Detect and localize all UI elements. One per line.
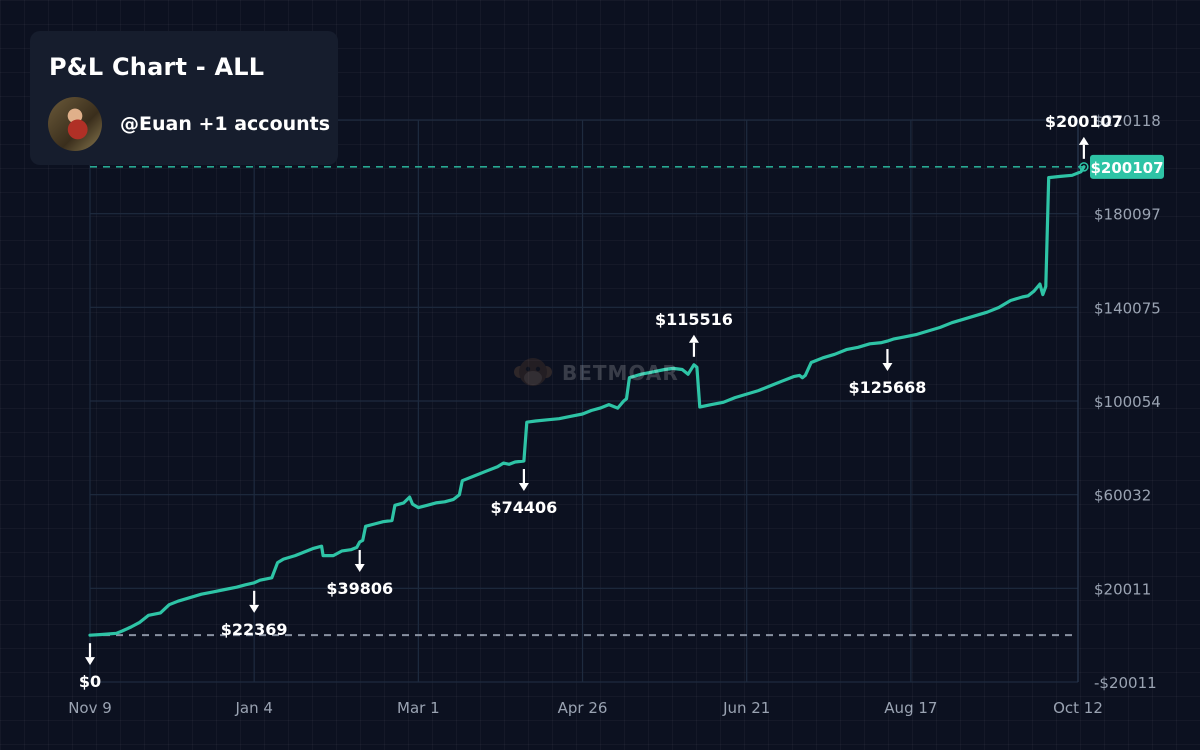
y-tick-label: $180097 [1094, 206, 1161, 224]
y-tick-label: -$20011 [1094, 674, 1157, 692]
annotation-marker: $115516 [655, 310, 733, 357]
y-tick-label: $20011 [1094, 580, 1151, 598]
arrow-up-icon [688, 334, 699, 343]
reference-lines [90, 166, 1088, 637]
annotation-label: $74406 [491, 498, 558, 517]
x-tick-label: Jan 4 [234, 699, 272, 717]
annotation-label: $39806 [326, 579, 393, 598]
annotation-label: $22369 [221, 620, 288, 639]
x-tick-label: Jun 21 [722, 699, 770, 717]
current-value-badge [1090, 154, 1164, 179]
arrow-down-icon [249, 604, 260, 613]
y-tick-label: $140075 [1094, 299, 1161, 317]
annotation-marker: $0 [79, 643, 101, 691]
monkey-logo-icon [514, 358, 552, 386]
arrow-down-icon [518, 483, 529, 492]
chart-header-card: P&L Chart - ALL @Euan +1 accounts [30, 31, 338, 165]
annotation-marker: $200107 [1045, 112, 1123, 159]
series-layer [88, 162, 1089, 637]
pnl-series-line [88, 165, 1086, 637]
x-tick-label: Oct 12 [1053, 699, 1103, 717]
arrow-down-icon [882, 363, 893, 372]
annotation-marker: $39806 [326, 550, 393, 598]
annotation-marker: $74406 [491, 469, 558, 517]
last-point-marker[interactable] [1079, 162, 1089, 172]
x-tick-label: Nov 9 [68, 699, 112, 717]
current-value-badge-label: $200107 [1090, 159, 1163, 177]
annotation-label: $115516 [655, 310, 733, 329]
x-tick-label: Mar 1 [397, 699, 440, 717]
y-tick-label: $60032 [1094, 487, 1151, 505]
chart-grid [89, 119, 1079, 683]
arrow-down-icon [85, 657, 95, 666]
annotation-marker: $22369 [221, 590, 288, 639]
arrow-down-icon [354, 564, 365, 573]
arrow-up-icon [1078, 136, 1089, 145]
account-label[interactable]: @Euan +1 accounts [120, 113, 331, 135]
annotation-label: $200107 [1045, 112, 1123, 131]
x-tick-label: Aug 17 [884, 699, 937, 717]
annotation-label: $0 [79, 672, 101, 691]
annotations-layer: $200107 $0 $22369 $39806 $74406 $115516 $12566… [79, 112, 1164, 691]
watermark: BETMOAR [512, 352, 679, 394]
y-tick-label: $100054 [1094, 393, 1161, 411]
chart-title: P&L Chart - ALL [49, 53, 265, 81]
annotation-marker: $125668 [848, 349, 926, 397]
annotation-label: $125668 [848, 378, 926, 397]
x-tick-label: Apr 26 [558, 699, 608, 717]
chart-axes: Nov 9 Jan 4 Mar 1 Apr 26 Jun 21 Aug 17 Oct 12 -… [68, 112, 1161, 717]
avatar[interactable] [48, 97, 102, 151]
watermark-text: BETMOAR [562, 361, 679, 385]
y-tick-label: $220118 [1094, 112, 1161, 130]
